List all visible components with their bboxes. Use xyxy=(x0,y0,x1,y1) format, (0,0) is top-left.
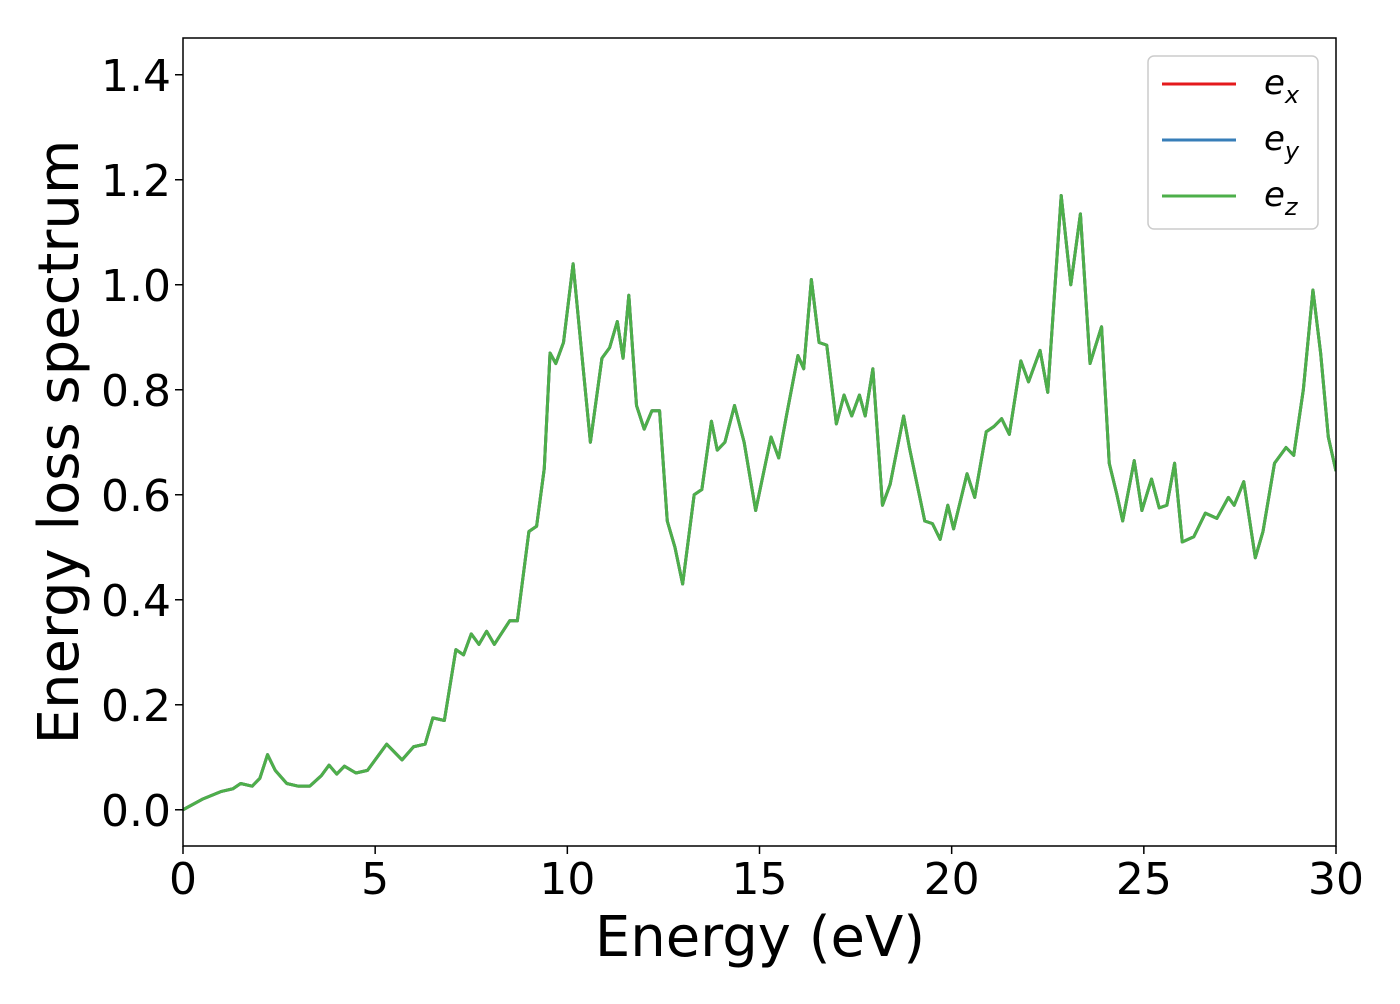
y-tick-label: 0.4 xyxy=(101,576,171,627)
y-tick-label: 0.8 xyxy=(101,366,171,417)
x-tick-label: 20 xyxy=(924,854,980,905)
x-tick-label: 30 xyxy=(1308,854,1364,905)
series-line xyxy=(183,194,1336,812)
x-axis-label: Energy (eV) xyxy=(595,905,925,970)
plot-frame xyxy=(182,37,1337,847)
legend-box xyxy=(1147,55,1319,230)
y-tick-label: 1.4 xyxy=(101,51,171,102)
y-tick-label: 0.2 xyxy=(101,681,171,732)
y-tick-label: 1.0 xyxy=(101,261,171,312)
legend-label: ey xyxy=(1264,119,1300,165)
x-tick-label: 5 xyxy=(361,854,389,905)
legend-label: ex xyxy=(1264,63,1300,109)
legend-label: ez xyxy=(1264,175,1299,221)
y-tick-label: 0.6 xyxy=(101,471,171,522)
y-tick-label: 0.0 xyxy=(101,786,171,837)
x-tick-label: 15 xyxy=(732,854,788,905)
series-line xyxy=(183,194,1336,812)
x-tick-label: 10 xyxy=(539,854,595,905)
series-line xyxy=(183,194,1336,812)
x-tick-label: 25 xyxy=(1116,854,1172,905)
y-axis-label: Energy loss spectrum xyxy=(27,140,92,745)
x-tick-label: 0 xyxy=(169,854,197,905)
y-tick-label: 1.2 xyxy=(101,156,171,207)
